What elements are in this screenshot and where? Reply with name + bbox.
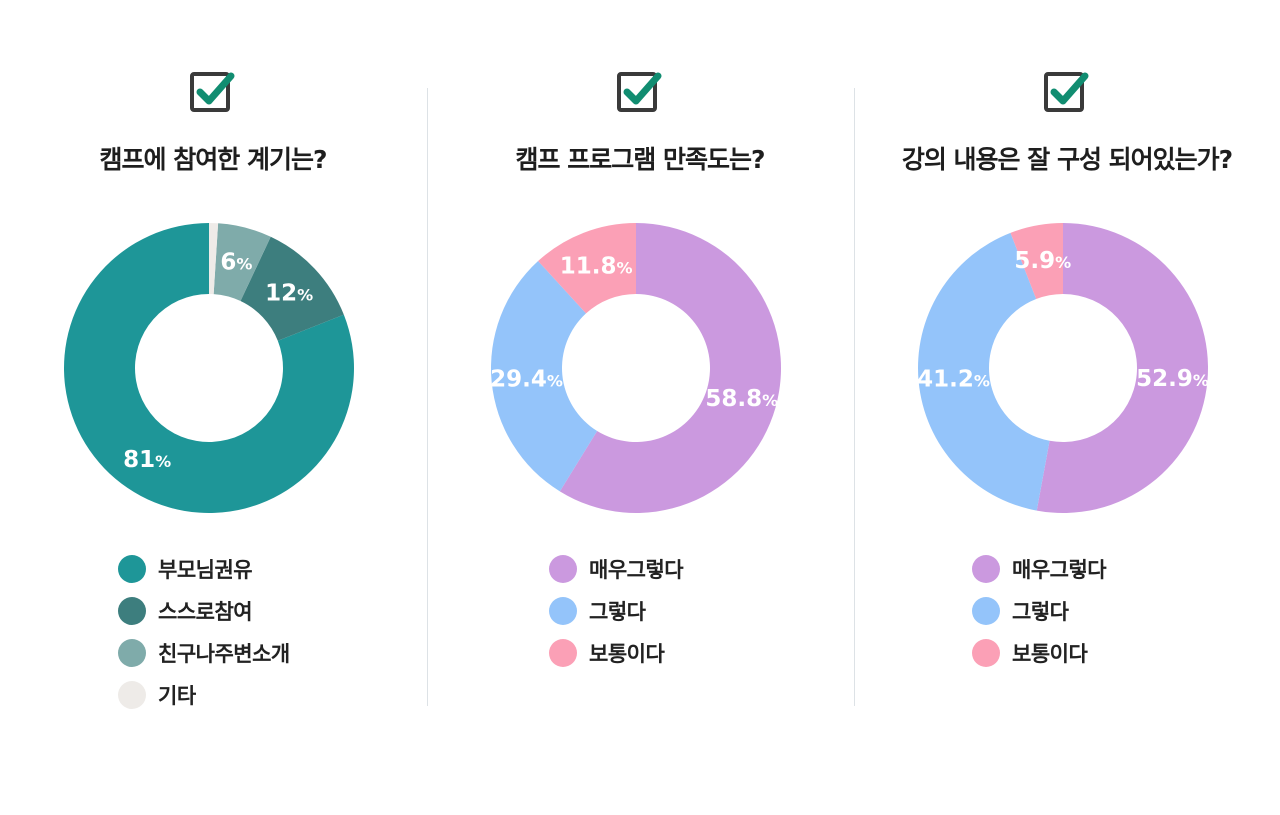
donut-chart: 58.8% 29.4% 11.8% [490, 223, 781, 513]
legend-label: 스스로참여 [158, 600, 253, 624]
legend-swatch [549, 555, 577, 583]
legend-label: 매우그렇다 [1012, 558, 1107, 582]
legend-label: 보통이다 [589, 642, 665, 666]
data-label: 52.9% [1136, 366, 1209, 392]
legend-swatch [972, 555, 1000, 583]
donut-slice [213, 223, 271, 302]
data-label: 12% [265, 281, 313, 307]
checkbox-icon [1044, 72, 1089, 112]
checkbox-icon [190, 72, 235, 112]
legend-label: 매우그렇다 [589, 558, 684, 582]
donut-slice [64, 223, 355, 513]
donut-slice [491, 261, 598, 492]
donut-slice [209, 223, 219, 295]
legend-item: 매우그렇다 [972, 548, 1107, 590]
data-label: 6% [220, 249, 252, 275]
legend-label: 기타 [158, 684, 196, 708]
donut-slice [538, 223, 636, 314]
legend-swatch [972, 597, 1000, 625]
legend-label: 친구나주변소개 [158, 642, 290, 666]
legend-swatch [118, 639, 146, 667]
data-label: 29.4% [490, 366, 563, 392]
legend-item: 기타 [118, 674, 290, 716]
data-label: 11.8% [560, 253, 633, 279]
legend-label: 그렇다 [589, 600, 646, 624]
donut-slice [240, 236, 344, 341]
legend-swatch [549, 639, 577, 667]
chart-title: 캠프 프로그램 만족도는? [515, 145, 766, 174]
legend-item: 보통이다 [549, 632, 683, 674]
donut-slice [1036, 223, 1208, 513]
legend-item: 친구나주변소개 [118, 632, 290, 674]
chart-title: 캠프에 참여한 계기는? [99, 145, 328, 174]
donut-slice [918, 232, 1050, 511]
chart-title: 강의 내용은 잘 구성 되어있는가? [901, 145, 1233, 174]
data-label: 41.2% [917, 366, 990, 392]
data-label: 81% [123, 447, 171, 473]
legend-item: 스스로참여 [118, 590, 290, 632]
legend-label: 보통이다 [1012, 642, 1088, 666]
donut-chart: 81% 12% 6% [64, 223, 355, 513]
legend-label: 부모님권유 [158, 558, 253, 582]
data-label: 58.8% [705, 386, 778, 412]
legend-swatch [118, 597, 146, 625]
legend-swatch [118, 681, 146, 709]
legend-item: 부모님권유 [118, 548, 290, 590]
donut-slice [1010, 223, 1063, 300]
legend-swatch [972, 639, 1000, 667]
legend-item: 매우그렇다 [549, 548, 684, 590]
legend-swatch [118, 555, 146, 583]
legend-item: 그렇다 [549, 590, 683, 632]
legend-swatch [549, 597, 577, 625]
legend-item: 보통이다 [972, 632, 1106, 674]
donut-slice [559, 223, 781, 513]
donut-chart: 52.9% 41.2% 5.9% [917, 223, 1209, 513]
legend-item: 그렇다 [972, 590, 1106, 632]
divider [427, 88, 428, 706]
legend-label: 그렇다 [1012, 600, 1069, 624]
data-label: 5.9% [1014, 248, 1071, 274]
divider [854, 88, 855, 706]
checkbox-icon [617, 72, 662, 112]
